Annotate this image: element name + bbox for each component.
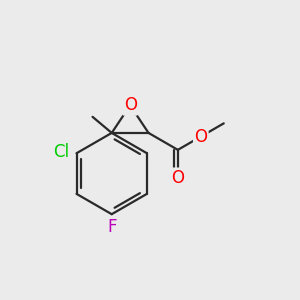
Text: O: O (194, 128, 207, 146)
Text: F: F (107, 218, 116, 236)
Text: Cl: Cl (53, 143, 69, 161)
Text: O: O (124, 96, 136, 114)
Text: O: O (171, 169, 184, 187)
